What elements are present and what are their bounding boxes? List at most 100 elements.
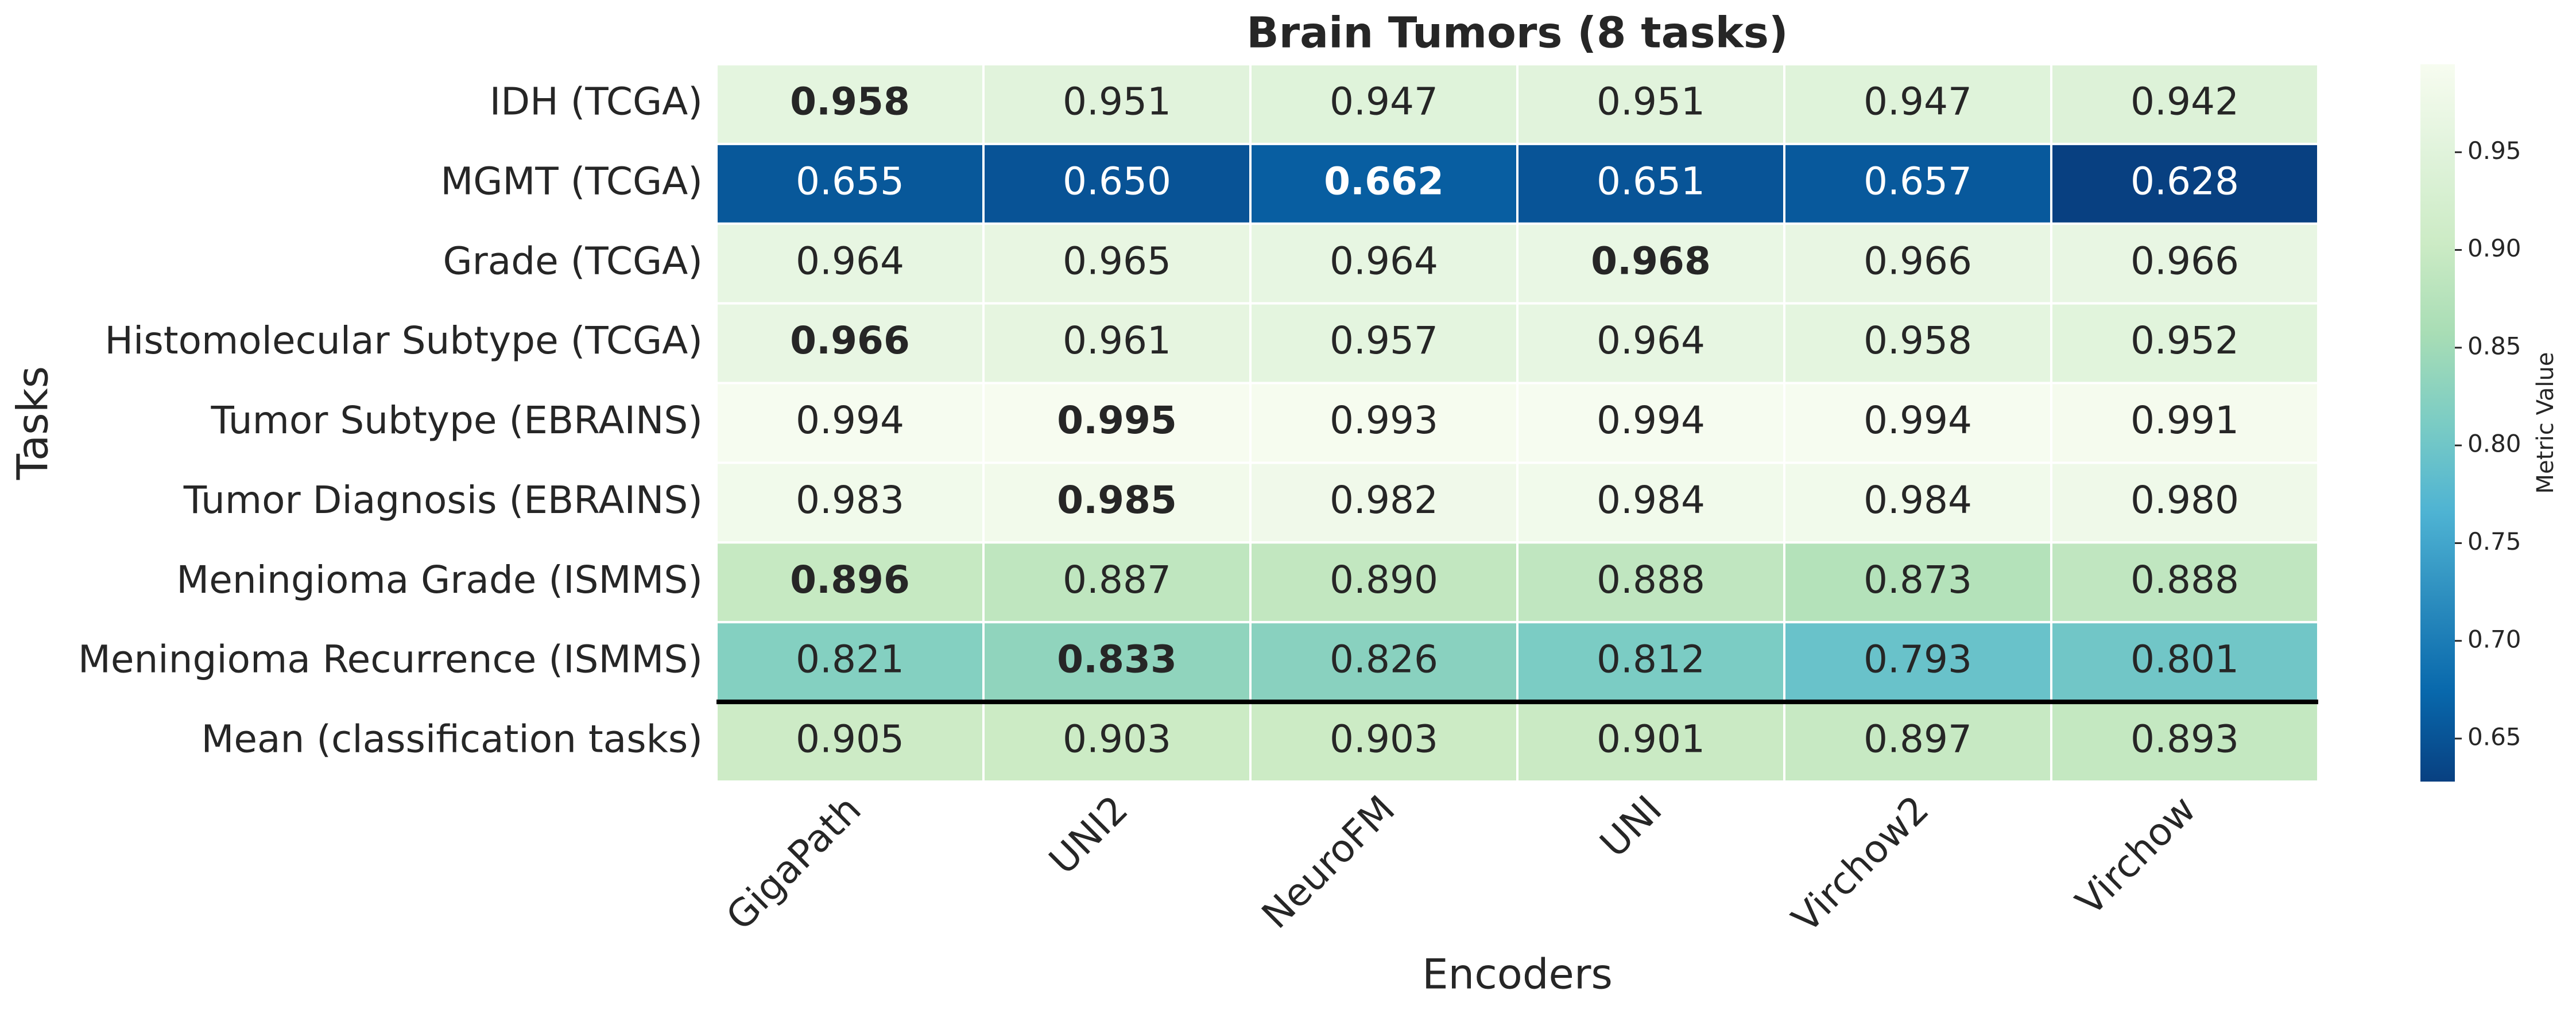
cell-value-label: 0.903 bbox=[1063, 717, 1171, 761]
colorbar-tick-label: 0.95 bbox=[2467, 137, 2521, 165]
row-label: Grade (TCGA) bbox=[443, 239, 703, 283]
cell-value-label: 0.833 bbox=[1057, 638, 1177, 682]
row-label: Tumor Subtype (EBRAINS) bbox=[211, 398, 703, 442]
cell-value-label: 0.958 bbox=[790, 80, 910, 124]
cell-value-label: 0.887 bbox=[1063, 558, 1171, 602]
heatmap-cell bbox=[1783, 222, 2052, 305]
cell-value-label: 0.983 bbox=[796, 478, 904, 522]
colorbar-tick-label: 0.75 bbox=[2467, 527, 2521, 555]
heatmap-cell bbox=[1516, 382, 1785, 464]
colorbar-tick-label: 0.85 bbox=[2467, 332, 2521, 360]
colorbar-tick-label: 0.65 bbox=[2467, 723, 2521, 751]
heatmap-cell bbox=[982, 701, 1252, 783]
cell-value-label: 0.994 bbox=[796, 398, 904, 442]
heatmap-cell bbox=[1249, 302, 1519, 384]
cell-value-label: 0.993 bbox=[1330, 398, 1438, 442]
cell-value-label: 0.958 bbox=[1864, 318, 1972, 363]
heatmap-cell bbox=[715, 701, 985, 783]
cell-value-label: 0.901 bbox=[1597, 717, 1705, 761]
heatmap-cell bbox=[715, 302, 985, 384]
row-label: Histomolecular Subtype (TCGA) bbox=[104, 318, 703, 363]
row-label: IDH (TCGA) bbox=[490, 80, 703, 124]
cell-value-label: 0.650 bbox=[1063, 159, 1171, 203]
heatmap-cell bbox=[715, 63, 985, 145]
x-tick-label: NeuroFM bbox=[1253, 787, 1403, 937]
cell-value-label: 0.947 bbox=[1864, 80, 1972, 124]
heatmap-cell bbox=[982, 302, 1252, 384]
heatmap-cell bbox=[1783, 621, 2052, 704]
cell-value-label: 0.991 bbox=[2130, 398, 2239, 442]
heatmap-cell bbox=[1516, 621, 1785, 704]
heatmap-cell bbox=[1516, 222, 1785, 305]
cell-value-label: 0.812 bbox=[1597, 638, 1705, 682]
cell-value-label: 0.994 bbox=[1864, 398, 1972, 442]
cell-value-label: 0.966 bbox=[2130, 239, 2239, 283]
cell-value-label: 0.980 bbox=[2130, 478, 2239, 522]
cell-value-label: 0.965 bbox=[1063, 239, 1171, 283]
cell-value-label: 0.966 bbox=[790, 318, 910, 363]
heatmap-cell bbox=[1249, 63, 1519, 145]
heatmap-cell bbox=[715, 382, 985, 464]
cell-value-label: 0.966 bbox=[1864, 239, 1972, 283]
heatmap-cell bbox=[1516, 142, 1785, 225]
row-label: Meningioma Recurrence (ISMMS) bbox=[78, 638, 703, 682]
cell-value-label: 0.657 bbox=[1864, 159, 1972, 203]
colorbar-tick-label: 0.70 bbox=[2467, 625, 2521, 653]
x-tick-label: UNI2 bbox=[1041, 787, 1137, 883]
heatmap-cell bbox=[1516, 541, 1785, 624]
heatmap-cell bbox=[2050, 302, 2319, 384]
cell-value-label: 0.897 bbox=[1864, 717, 1972, 761]
cell-value-label: 0.888 bbox=[2130, 558, 2239, 602]
cell-value-label: 0.964 bbox=[1330, 239, 1438, 283]
heatmap-cell bbox=[2050, 701, 2319, 783]
heatmap-cell bbox=[2050, 222, 2319, 305]
cell-value-label: 0.905 bbox=[796, 717, 904, 761]
cell-value-label: 0.893 bbox=[2130, 717, 2239, 761]
cell-value-label: 0.903 bbox=[1330, 717, 1438, 761]
cell-value-label: 0.961 bbox=[1063, 318, 1171, 363]
cell-value-label: 0.982 bbox=[1330, 478, 1438, 522]
cell-value-label: 0.821 bbox=[796, 638, 904, 682]
x-tick-label: Virchow2 bbox=[1783, 787, 1937, 941]
heatmap-cell bbox=[982, 63, 1252, 145]
chart-title: Brain Tumors (8 tasks) bbox=[1246, 9, 1788, 58]
cell-value-label: 0.952 bbox=[2130, 318, 2239, 363]
row-label: Mean (classification tasks) bbox=[201, 717, 703, 761]
cell-value-label: 0.942 bbox=[2130, 80, 2239, 124]
colorbar-label: Metric Value bbox=[2532, 352, 2559, 494]
cell-value-label: 0.801 bbox=[2130, 638, 2239, 682]
cell-value-label: 0.984 bbox=[1597, 478, 1705, 522]
heatmap-cell bbox=[2050, 461, 2319, 544]
x-tick-label: UNI bbox=[1591, 787, 1670, 866]
y-axis-label: Tasks bbox=[9, 366, 58, 480]
cell-value-label: 0.826 bbox=[1330, 638, 1438, 682]
cell-value-label: 0.951 bbox=[1597, 80, 1705, 124]
heatmap-cell bbox=[1249, 541, 1519, 624]
heatmap-cell bbox=[2050, 382, 2319, 464]
heatmap-cell bbox=[982, 142, 1252, 225]
cell-value-label: 0.947 bbox=[1330, 80, 1438, 124]
cell-value-label: 0.873 bbox=[1864, 558, 1972, 602]
cell-value-label: 0.655 bbox=[796, 159, 904, 203]
heatmap-cell bbox=[2050, 63, 2319, 145]
heatmap-cell bbox=[1783, 382, 2052, 464]
heatmap-cell bbox=[1249, 382, 1519, 464]
cell-value-label: 0.662 bbox=[1324, 159, 1444, 203]
colorbar-tick-label: 0.80 bbox=[2467, 430, 2521, 458]
heatmap-cell bbox=[982, 222, 1252, 305]
cell-value-label: 0.964 bbox=[796, 239, 904, 283]
heatmap-cell bbox=[715, 461, 985, 544]
cell-value-label: 0.968 bbox=[1591, 239, 1711, 283]
x-tick-label: Virchow bbox=[2067, 787, 2204, 924]
cell-value-label: 0.985 bbox=[1057, 478, 1177, 522]
cell-value-label: 0.793 bbox=[1864, 638, 1972, 682]
cell-value-label: 0.651 bbox=[1597, 159, 1705, 203]
heatmap-cell bbox=[1783, 701, 2052, 783]
heatmap-cell bbox=[715, 541, 985, 624]
row-label: MGMT (TCGA) bbox=[440, 159, 703, 203]
cell-value-label: 0.994 bbox=[1597, 398, 1705, 442]
cell-value-label: 0.890 bbox=[1330, 558, 1438, 602]
x-tick-label: GigaPath bbox=[718, 787, 869, 939]
cell-value-label: 0.957 bbox=[1330, 318, 1438, 363]
